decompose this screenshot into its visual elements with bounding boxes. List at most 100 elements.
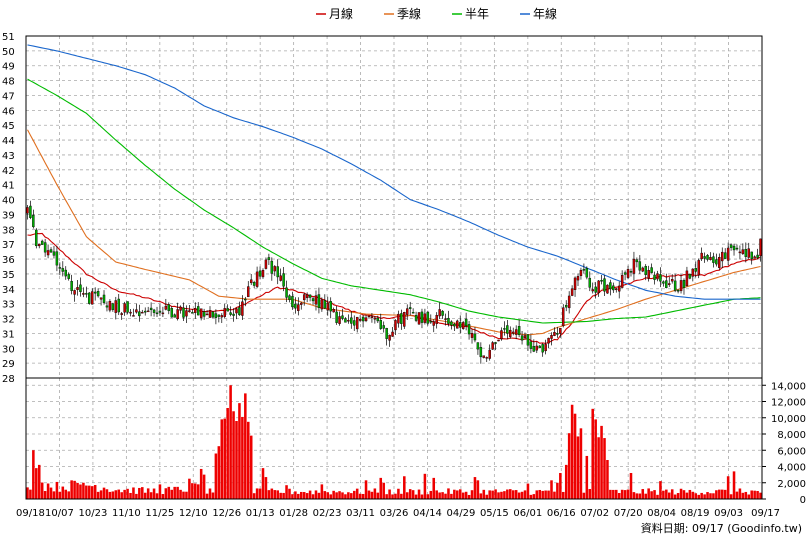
volume-bar (523, 490, 527, 499)
candle (668, 276, 671, 287)
candle (123, 301, 126, 316)
candle (120, 311, 123, 320)
volume-bar (650, 491, 653, 499)
volume-bar (609, 489, 612, 499)
volume-bar (497, 492, 500, 499)
date-tick-label: 10/23 (78, 508, 107, 519)
candle (682, 278, 686, 295)
volume-bar (329, 494, 332, 499)
volume-bar (535, 490, 539, 499)
volume-bar (635, 493, 639, 499)
volume-bar (420, 494, 424, 499)
volume-bar (667, 492, 671, 499)
volume-bar (352, 490, 356, 499)
candle (709, 252, 712, 261)
candle (117, 293, 120, 316)
candle (756, 248, 759, 260)
volume-bar (567, 433, 571, 499)
date-tick-label: 10/07 (45, 508, 74, 519)
candle (729, 243, 733, 251)
candle (76, 280, 79, 296)
candle (653, 271, 656, 285)
volume-bar (638, 493, 642, 499)
candle (297, 297, 300, 316)
candle (662, 280, 665, 287)
volume-bar (132, 487, 135, 499)
candle (114, 296, 118, 320)
volume-bar (58, 491, 62, 499)
candle (158, 303, 162, 316)
volume-bar (43, 491, 47, 499)
date-tick-label: 06/01 (513, 508, 542, 519)
volume-bar (500, 491, 503, 499)
candle (529, 334, 533, 354)
volume-bar (182, 491, 185, 499)
candle (344, 317, 347, 323)
volume-bar (29, 489, 32, 499)
candle (485, 356, 488, 363)
volume-bar (385, 494, 388, 499)
volume-bar (370, 491, 374, 499)
volume-bar (706, 492, 709, 499)
date-tick-label: 03/11 (346, 508, 375, 519)
candle (632, 251, 636, 281)
volume-bar (288, 488, 291, 499)
volume-bar (76, 482, 79, 499)
volume-bar (93, 485, 97, 499)
candle (459, 315, 462, 334)
candle (73, 289, 76, 302)
volume-bar (317, 492, 321, 499)
volume-bar (408, 489, 412, 499)
volume-bar (694, 493, 698, 499)
volume-bar (405, 492, 409, 499)
volume-bar (361, 493, 365, 499)
volume-bar (644, 493, 647, 499)
volume-bar (432, 477, 436, 499)
volume-bar (411, 490, 415, 499)
candle (235, 307, 238, 320)
candle (38, 243, 41, 249)
candle (464, 312, 468, 331)
volume-bar (291, 494, 294, 499)
volume-bar (397, 488, 400, 499)
candle (609, 279, 612, 296)
volume-bar (226, 408, 229, 499)
legend-label-ma_quarter: 季線 (397, 6, 421, 21)
volume-bar (753, 490, 756, 499)
volume-tick-label: 4,000 (777, 463, 806, 474)
volume-bar (208, 488, 212, 499)
candle (335, 306, 338, 325)
volume-bar (617, 493, 621, 499)
volume-bar (514, 490, 518, 499)
volume-bar (70, 480, 73, 499)
candle (208, 306, 212, 318)
candle (615, 287, 618, 293)
volume-bar (700, 492, 703, 499)
volume-bar (141, 487, 144, 499)
candle (217, 314, 221, 323)
volume-tick-label: 12,000 (771, 398, 806, 409)
volume-bar (506, 489, 509, 499)
volume-bar (550, 480, 553, 499)
candle (238, 301, 241, 316)
volume-bar (579, 428, 583, 499)
volume-bar (517, 492, 521, 499)
candle (406, 304, 409, 320)
candle (520, 331, 524, 345)
candle (241, 295, 244, 321)
candle (276, 259, 279, 285)
candle (497, 339, 500, 342)
volume-bar (426, 494, 430, 499)
candle (588, 271, 592, 292)
candle (91, 288, 94, 305)
candle (700, 247, 703, 262)
volume-bar (311, 494, 315, 499)
ma-line-ma_month (27, 232, 761, 344)
candle (482, 355, 486, 359)
volume-bar (117, 489, 121, 499)
volume-bar (335, 492, 338, 499)
candle (288, 294, 291, 303)
volume-bar (653, 490, 656, 499)
candle (49, 247, 53, 253)
volume-bar (161, 494, 165, 499)
